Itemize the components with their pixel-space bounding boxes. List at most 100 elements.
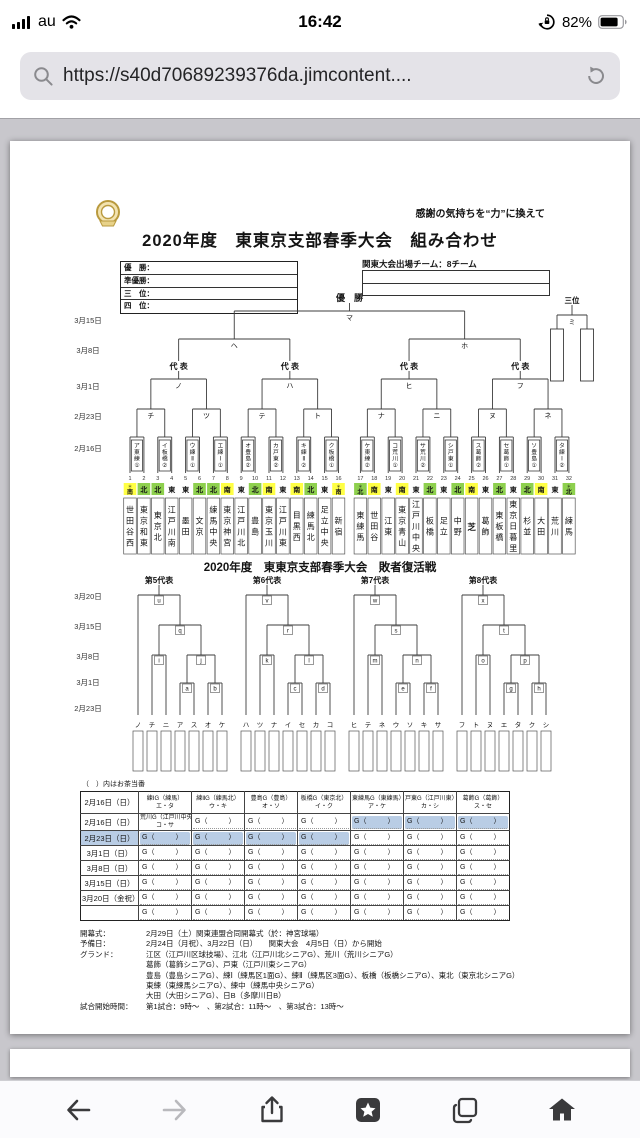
bracket-label: 30 <box>538 476 544 482</box>
revival-slot <box>526 730 538 772</box>
bracket-label: r <box>287 629 289 635</box>
bracket-label: ① <box>532 462 537 469</box>
bookmarks-button[interactable] <box>346 1088 390 1132</box>
round1-game-box <box>297 439 310 472</box>
schedule-cell-text: G（ ） <box>140 847 190 860</box>
kanto-team-box <box>362 270 550 296</box>
share-button[interactable] <box>250 1088 294 1132</box>
bracket-label: q <box>178 629 181 635</box>
schedule-cell: G（ ） <box>138 905 192 921</box>
revival-slot <box>512 730 524 772</box>
footer-line: 試合開始時間： 第1試合：9時～ 、第2試合：11時～ 、第3試合：13時～ <box>80 1002 570 1012</box>
footer-label <box>80 981 146 991</box>
bracket-label: 7 <box>212 476 215 482</box>
team-name-box <box>506 497 520 555</box>
bracket-label: ケ <box>364 443 370 450</box>
bracket-label: 板 <box>162 448 168 456</box>
bracket-label: 江 <box>279 506 287 515</box>
bracket-label: 京 <box>509 510 517 520</box>
url-text: https://s40d70689239376da.jimcontent.... <box>63 65 412 86</box>
bracket-label: ニ <box>433 413 440 420</box>
schedule-cell-text: 豊島G（豊島） <box>250 795 292 802</box>
back-button[interactable] <box>56 1088 100 1132</box>
bracket-label: 北 <box>140 485 147 494</box>
bracket-label: v <box>266 599 269 605</box>
schedule-cell: G（ ） <box>297 813 351 831</box>
game-label-box <box>412 655 422 665</box>
bracket-label: 北 <box>307 533 315 542</box>
schedule-cell-text: 練ⅡG（練馬北） <box>196 795 240 802</box>
bracket-label: 16 <box>335 476 341 482</box>
schedule-row: G（ ） G（ ） G（ ） G（ ） G（ ） G（ ） G（ ） <box>80 905 510 921</box>
schedule-cell-text: 戸東G（江戸川東） <box>405 795 457 802</box>
bracket-label: サ <box>435 721 442 729</box>
game-label-box <box>262 655 272 665</box>
bracket-label: ＊ <box>336 484 341 489</box>
schedule-cell-text: G（ ） <box>299 892 349 905</box>
block-marker <box>207 483 220 495</box>
bracket-label: 28 <box>510 476 516 482</box>
revival-slot <box>160 730 172 772</box>
schedule-cell: G（ ） <box>138 860 192 876</box>
bracket-label: ハ <box>286 383 293 390</box>
url-bar[interactable]: https://s40d70689239376da.jimcontent.... <box>20 52 620 100</box>
bracket-label: 立 <box>321 516 329 526</box>
footer-text: 江区（江戸川区球技場）、江北（江戸川北シニアG）、荒川（荒川シニアG） <box>146 949 398 959</box>
schedule-cell-text: G（ ） <box>352 815 402 829</box>
bracket-label: 東 <box>279 485 287 494</box>
forward-button[interactable] <box>153 1088 197 1132</box>
bracket-label: セ <box>299 721 306 729</box>
bracket-label: 練 <box>217 448 223 456</box>
bracket-box <box>568 318 576 326</box>
block-marker <box>193 483 206 495</box>
bracket-label: ナ <box>378 412 385 420</box>
bracket-label: 戸 <box>279 517 287 526</box>
bracket-label: 飾 <box>503 455 509 463</box>
bracket-box <box>146 411 156 420</box>
team-name-box <box>178 497 193 555</box>
bracket-label: ニ <box>163 722 170 729</box>
bracket-label: 京 <box>140 516 148 526</box>
revival-slot <box>376 730 388 772</box>
page-viewport[interactable]: 感謝の気持ちを“力”に換えて 2020年度 東東京支部春季大会 組み合わせ 優 … <box>0 118 640 1080</box>
block-marker <box>262 483 276 495</box>
bracket-label: 東 <box>413 485 421 494</box>
schedule-cell-text: 板橋G（東京北） <box>300 795 348 802</box>
bracket-label: 京 <box>196 527 204 537</box>
home-button[interactable] <box>540 1088 584 1132</box>
bracket-label: ネ <box>545 412 552 420</box>
footer-text: 2月24日（月祝）、3月22日（日） 関東大会 4月5日（日）から開始 <box>146 939 382 949</box>
bracket-label: 戸 <box>412 511 420 520</box>
schedule-cell-text: G（ ） <box>246 847 296 860</box>
schedule-cell-text: G（ ） <box>352 862 402 875</box>
bracket-label: 東 <box>509 499 517 509</box>
round1-game-box <box>130 439 143 472</box>
schedule-cell-text: G（ ） <box>140 831 190 845</box>
schedule-cell-text: G（ ） <box>299 831 349 845</box>
bracket-label: ＊ <box>567 484 572 489</box>
schedule-cell-text: G（ ） <box>140 892 190 905</box>
share-icon <box>260 1095 283 1122</box>
block-marker <box>520 483 534 495</box>
schedule-cell-text: G（ ） <box>458 832 508 845</box>
bracket-label: 橋 <box>426 527 434 537</box>
bracket-label: ヒ <box>406 382 413 390</box>
schedule-cell-text: G（ ） <box>140 862 190 875</box>
schedule-cell-text: 東練馬G（東練馬） <box>352 795 404 802</box>
kanto-note-label: 関東大会出場チーム：8チーム <box>362 259 477 269</box>
footer-line: 東練（東練馬シニアG）、練中（練馬中央シニアG） <box>80 981 570 991</box>
footer-text: 豊島（豊島シニアG）、練Ⅰ（練馬区1面G）、練Ⅱ（練馬区3面G）、板橋（板橋シニ… <box>146 970 520 980</box>
bracket-label: 京 <box>398 516 406 526</box>
bracket-label: 戸 <box>448 449 454 456</box>
game-label-box <box>154 655 164 665</box>
schedule-cell: G（ ） <box>297 845 351 861</box>
bracket-label: 東 <box>140 505 148 515</box>
bracket-label: 北 <box>154 533 162 542</box>
reload-icon[interactable] <box>585 65 607 87</box>
block-marker <box>534 483 548 495</box>
revival-slot <box>498 730 510 772</box>
bracket-label: ツ <box>203 413 210 420</box>
bracket-label: 戸 <box>273 449 279 456</box>
tabs-button[interactable] <box>443 1088 487 1132</box>
third-place-slot <box>580 328 594 382</box>
